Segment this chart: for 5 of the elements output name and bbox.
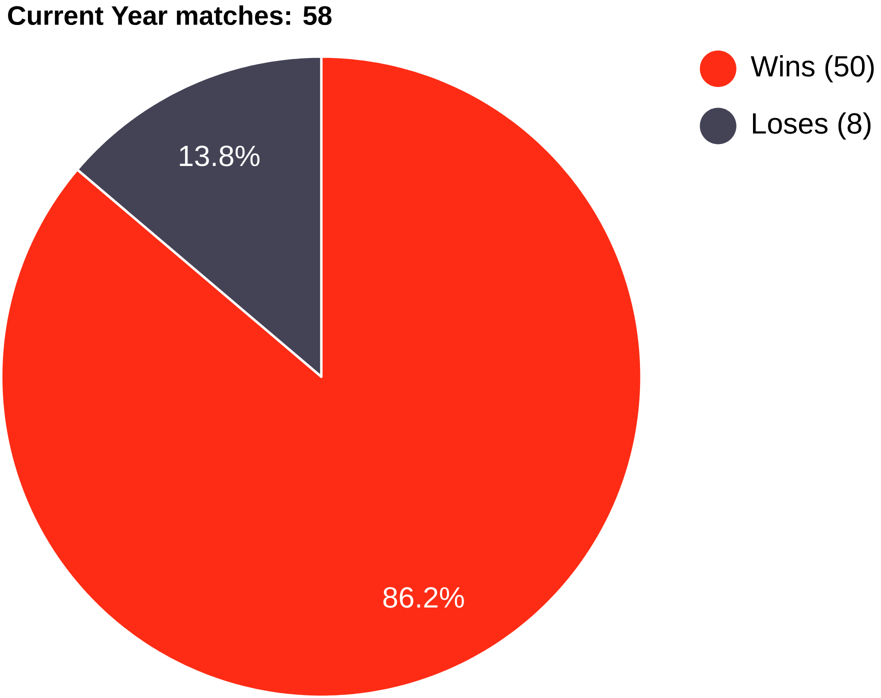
data-label: 86.2% — [383, 587, 464, 608]
legend-label: Loses (8) — [753, 112, 871, 140]
data-label: 13.8% — [180, 146, 260, 166]
chart-title: Current Year matches: 58 — [8, 5, 332, 26]
legend-label: Wins (50) — [750, 55, 874, 82]
